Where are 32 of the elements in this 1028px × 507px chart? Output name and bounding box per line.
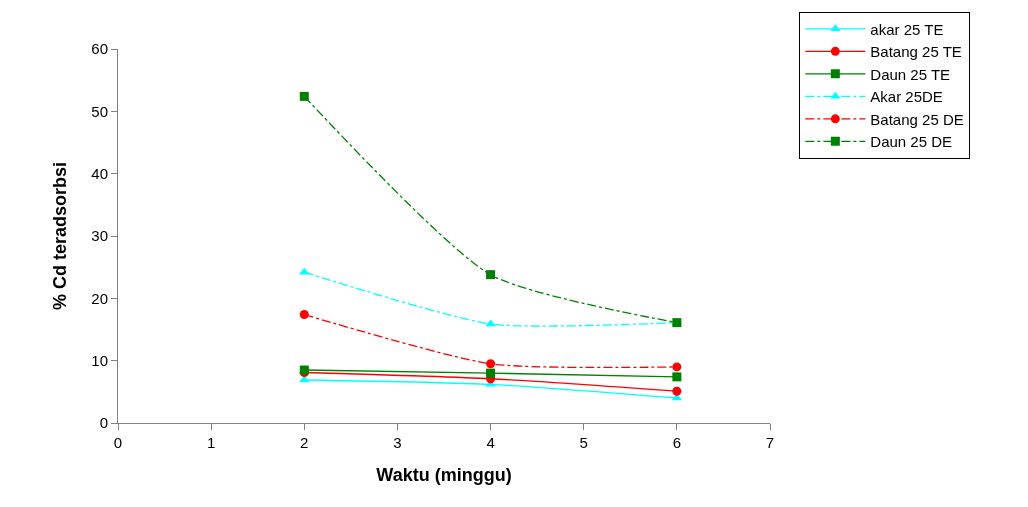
point <box>672 372 682 382</box>
legend-label: Batang 25 DE <box>870 110 964 128</box>
x-tick-label: 3 <box>393 434 402 451</box>
legend-label: akar 25 TE <box>870 20 944 38</box>
x-tick-label: 0 <box>113 434 123 451</box>
x-tick-label: 5 <box>579 434 588 451</box>
point <box>299 310 309 320</box>
point <box>486 270 496 280</box>
x-tick-label: 4 <box>486 434 495 451</box>
legend-label: Daun 25 DE <box>870 133 953 151</box>
y-tick-label: 30 <box>91 227 108 245</box>
x-tick-label: 2 <box>300 434 309 451</box>
x-axis-title: Waktu (minggu) <box>376 465 512 486</box>
point <box>485 319 496 327</box>
legend-label: Batang 25 TE <box>870 43 962 61</box>
y-tick-label: 60 <box>91 40 108 58</box>
x-tick-label: 1 <box>206 434 216 451</box>
point <box>672 362 682 372</box>
y-tick-label: 20 <box>91 289 108 307</box>
y-tick-label: 10 <box>91 351 108 369</box>
y-axis-title: % Cd teradsorbsi <box>49 161 70 311</box>
y-tick-label: 0 <box>99 414 108 432</box>
x-tick-label: 6 <box>672 434 682 451</box>
point <box>486 359 496 369</box>
y-tick-label: 50 <box>91 102 108 120</box>
point <box>299 91 309 101</box>
point <box>486 368 496 378</box>
x-tick-label: 7 <box>765 434 775 451</box>
point <box>672 386 682 396</box>
legend-label: Akar 25DE <box>870 88 943 106</box>
legend-label: Daun 25 TE <box>870 65 951 83</box>
y-tick-label: 40 <box>91 164 108 182</box>
